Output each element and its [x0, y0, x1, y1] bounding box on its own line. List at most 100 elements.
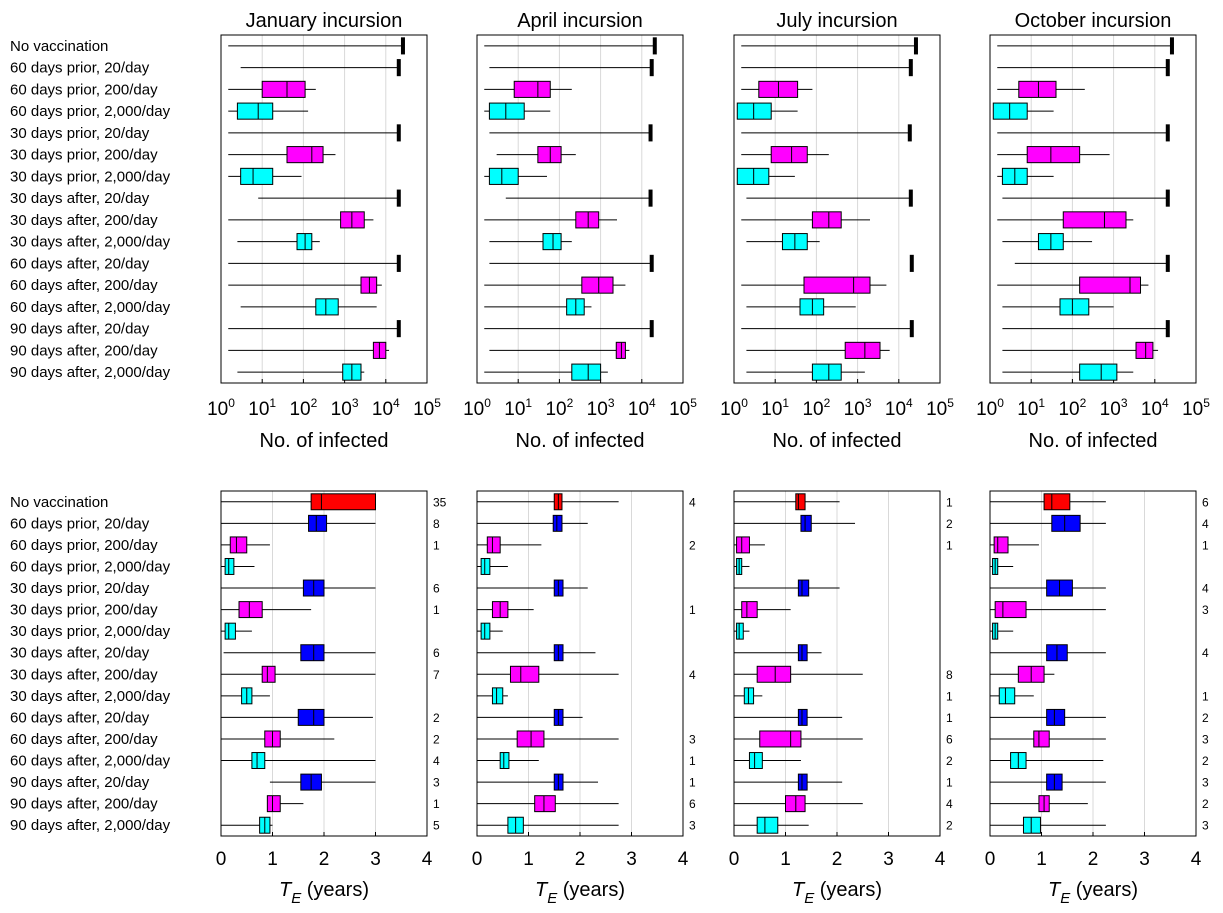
box [1165, 124, 1170, 142]
box [1022, 816, 1041, 834]
row-label: 60 days prior, 20/day [10, 515, 150, 532]
panel-2 [733, 34, 941, 384]
count-label: 2 [946, 754, 953, 768]
x-tick-label: 102 [802, 396, 830, 420]
box [795, 493, 806, 511]
panel-title: April incursion [517, 10, 643, 32]
row-label: 30 days prior, 20/day [10, 580, 150, 597]
x-tick-label: 105 [669, 396, 697, 420]
box [759, 730, 802, 748]
x-tick-label: 100 [976, 396, 1004, 420]
box [797, 773, 808, 791]
row-label: 90 days after, 2,000/day [10, 817, 171, 834]
x-tick-label: 101 [761, 396, 789, 420]
box [340, 211, 365, 229]
x-tick-label: 103 [1100, 396, 1128, 420]
panel-3 [989, 34, 1197, 384]
box [992, 102, 1028, 120]
x-tick-label: 100 [463, 396, 491, 420]
row-label: No vaccination [10, 38, 108, 55]
x-tick-label: 102 [545, 396, 573, 420]
box [486, 536, 501, 554]
x-tick-label: 103 [587, 396, 615, 420]
box [615, 341, 626, 359]
x-axis-label: No. of infected [516, 430, 645, 452]
x-tick-label: 2 [832, 849, 843, 870]
box [736, 622, 744, 640]
count-label: 6 [433, 582, 440, 596]
box [811, 211, 842, 229]
box [797, 579, 810, 597]
x-tick-label: 103 [331, 396, 359, 420]
x-tick-label: 101 [1017, 396, 1045, 420]
box [509, 665, 540, 683]
x-tick-label: 101 [248, 396, 276, 420]
box [1026, 146, 1081, 164]
row-label: 60 days after, 20/day [10, 255, 150, 272]
count-label: 8 [433, 517, 440, 531]
row-label: 60 days prior, 20/day [10, 60, 150, 77]
row-label: 90 days after, 20/day [10, 321, 150, 338]
count-label: 1 [946, 689, 953, 703]
row-label: 90 days after, 20/day [10, 774, 150, 791]
x-tick-label: 2 [575, 849, 586, 870]
box [993, 536, 1009, 554]
panel-title: October incursion [1015, 10, 1172, 32]
count-label: 4 [946, 797, 953, 811]
box [652, 37, 657, 55]
row-label: 60 days prior, 2,000/day [10, 103, 171, 120]
box [736, 167, 770, 185]
box [261, 80, 306, 98]
box [297, 708, 325, 726]
x-tick-label: 2 [1088, 849, 1099, 870]
box [1043, 493, 1071, 511]
x-tick-label: 4 [1191, 849, 1202, 870]
row-label: 30 days prior, 200/day [10, 147, 158, 164]
row-label: 30 days after, 2,000/day [10, 234, 171, 251]
box [785, 795, 806, 813]
box [797, 644, 808, 662]
panel-title: July incursion [776, 10, 897, 32]
box [488, 102, 525, 120]
count-label: 2 [1202, 754, 1209, 768]
box [251, 752, 266, 770]
x-tick-label: 1 [780, 849, 791, 870]
count-label: 3 [1202, 603, 1209, 617]
row-label: 30 days prior, 20/day [10, 125, 150, 142]
box [1165, 59, 1170, 77]
row-label: 90 days after, 200/day [10, 342, 158, 359]
box [799, 298, 825, 316]
x-tick-label: 100 [720, 396, 748, 420]
row-label: 60 days prior, 2,000/day [10, 558, 171, 575]
x-tick-label: 105 [1182, 396, 1210, 420]
panel-5: 4 2 1 4 3 1 1 6 3 [476, 490, 696, 837]
box [229, 536, 248, 554]
axes-frame [989, 34, 1197, 384]
axes-frame [733, 34, 941, 384]
count-label: 3 [1202, 776, 1209, 790]
count-label: 1 [946, 711, 953, 725]
x-tick-label: 104 [372, 396, 400, 420]
x-tick-label: 102 [1058, 396, 1086, 420]
x-tick-label: 0 [216, 849, 227, 870]
box [736, 102, 772, 120]
box [908, 59, 913, 77]
count-label: 3 [433, 776, 440, 790]
x-tick-label: 4 [935, 849, 946, 870]
box [308, 514, 328, 532]
box [748, 752, 763, 770]
box [909, 254, 914, 272]
box [238, 601, 263, 619]
x-tick-label: 2 [319, 849, 330, 870]
box [534, 795, 556, 813]
box [499, 752, 510, 770]
count-label: 4 [689, 495, 696, 509]
box [266, 795, 281, 813]
box [542, 233, 562, 251]
row-label: 60 days after, 2,000/day [10, 753, 171, 770]
box [537, 146, 562, 164]
count-label: 1 [1202, 538, 1209, 552]
x-axis-label: TE (years) [279, 879, 369, 907]
count-label: 3 [689, 732, 696, 746]
count-label: 1 [689, 776, 696, 790]
